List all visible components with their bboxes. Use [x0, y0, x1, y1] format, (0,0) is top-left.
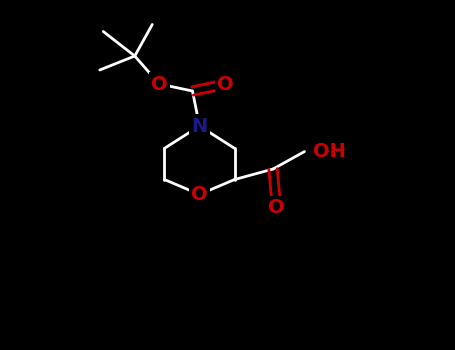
Text: O: O — [151, 75, 167, 93]
Text: O: O — [217, 75, 234, 93]
Text: N: N — [192, 117, 207, 135]
Text: O: O — [191, 185, 208, 204]
Text: OH: OH — [313, 142, 346, 161]
Text: O: O — [268, 198, 285, 217]
